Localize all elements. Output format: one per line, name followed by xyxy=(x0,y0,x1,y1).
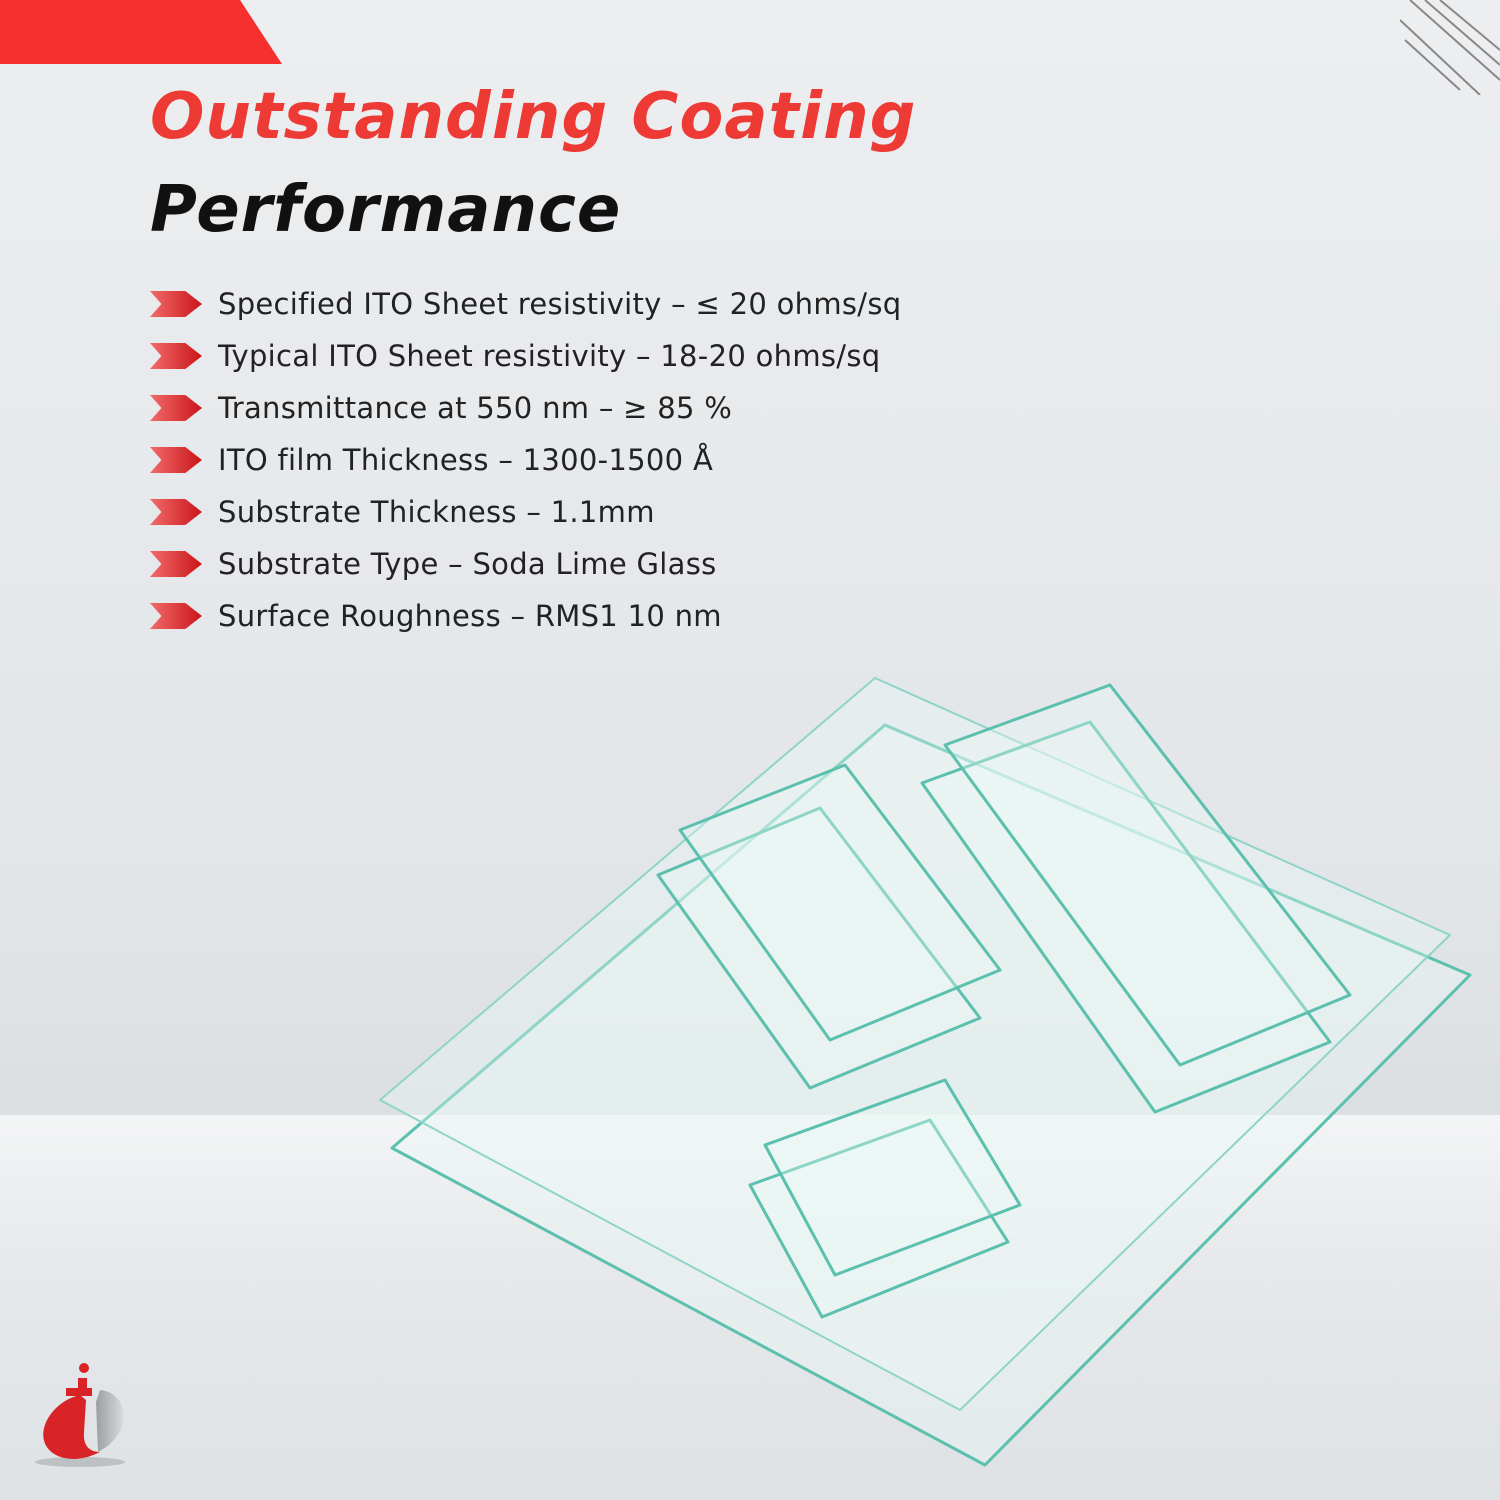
spec-item: Substrate Thickness – 1.1mm xyxy=(150,486,902,538)
spec-text: ITO film Thickness – 1300-1500 Å xyxy=(218,443,714,477)
spec-text: Substrate Thickness – 1.1mm xyxy=(218,495,655,529)
spec-text: Substrate Type – Soda Lime Glass xyxy=(218,547,717,581)
spec-item: Typical ITO Sheet resistivity – 18-20 oh… xyxy=(150,330,902,382)
small-plate-bottom-lower xyxy=(748,1118,1010,1319)
spec-item: Surface Roughness – RMS1 10 nm xyxy=(150,590,902,642)
plate-right-upper xyxy=(943,683,1352,1067)
large-plate-lower xyxy=(390,723,1472,1467)
title-line-1: Outstanding Coating xyxy=(150,80,917,154)
corner-accent xyxy=(0,0,282,64)
hatch-decoration xyxy=(1400,0,1500,95)
spec-item: Specified ITO Sheet resistivity – ≤ 20 o… xyxy=(150,278,902,330)
small-plate-left-lower xyxy=(656,806,982,1090)
spec-text: Transmittance at 550 nm – ≥ 85 % xyxy=(218,391,733,425)
spec-text: Surface Roughness – RMS1 10 nm xyxy=(218,599,722,633)
plate-right-lower xyxy=(920,720,1332,1114)
spec-text: Typical ITO Sheet resistivity – 18-20 oh… xyxy=(218,339,881,373)
title-line-2: Performance xyxy=(150,173,622,247)
small-plate-bottom-upper xyxy=(763,1078,1022,1277)
spec-item: Substrate Type – Soda Lime Glass xyxy=(150,538,902,590)
it-logo xyxy=(35,1363,125,1467)
floor-background xyxy=(0,1115,1500,1500)
spec-item: ITO film Thickness – 1300-1500 Å xyxy=(150,434,902,486)
spec-text: Specified ITO Sheet resistivity – ≤ 20 o… xyxy=(218,287,902,321)
small-plate-left-upper xyxy=(678,763,1002,1042)
spec-item: Transmittance at 550 nm – ≥ 85 % xyxy=(150,382,902,434)
spec-list: Specified ITO Sheet resistivity – ≤ 20 o… xyxy=(150,278,902,642)
